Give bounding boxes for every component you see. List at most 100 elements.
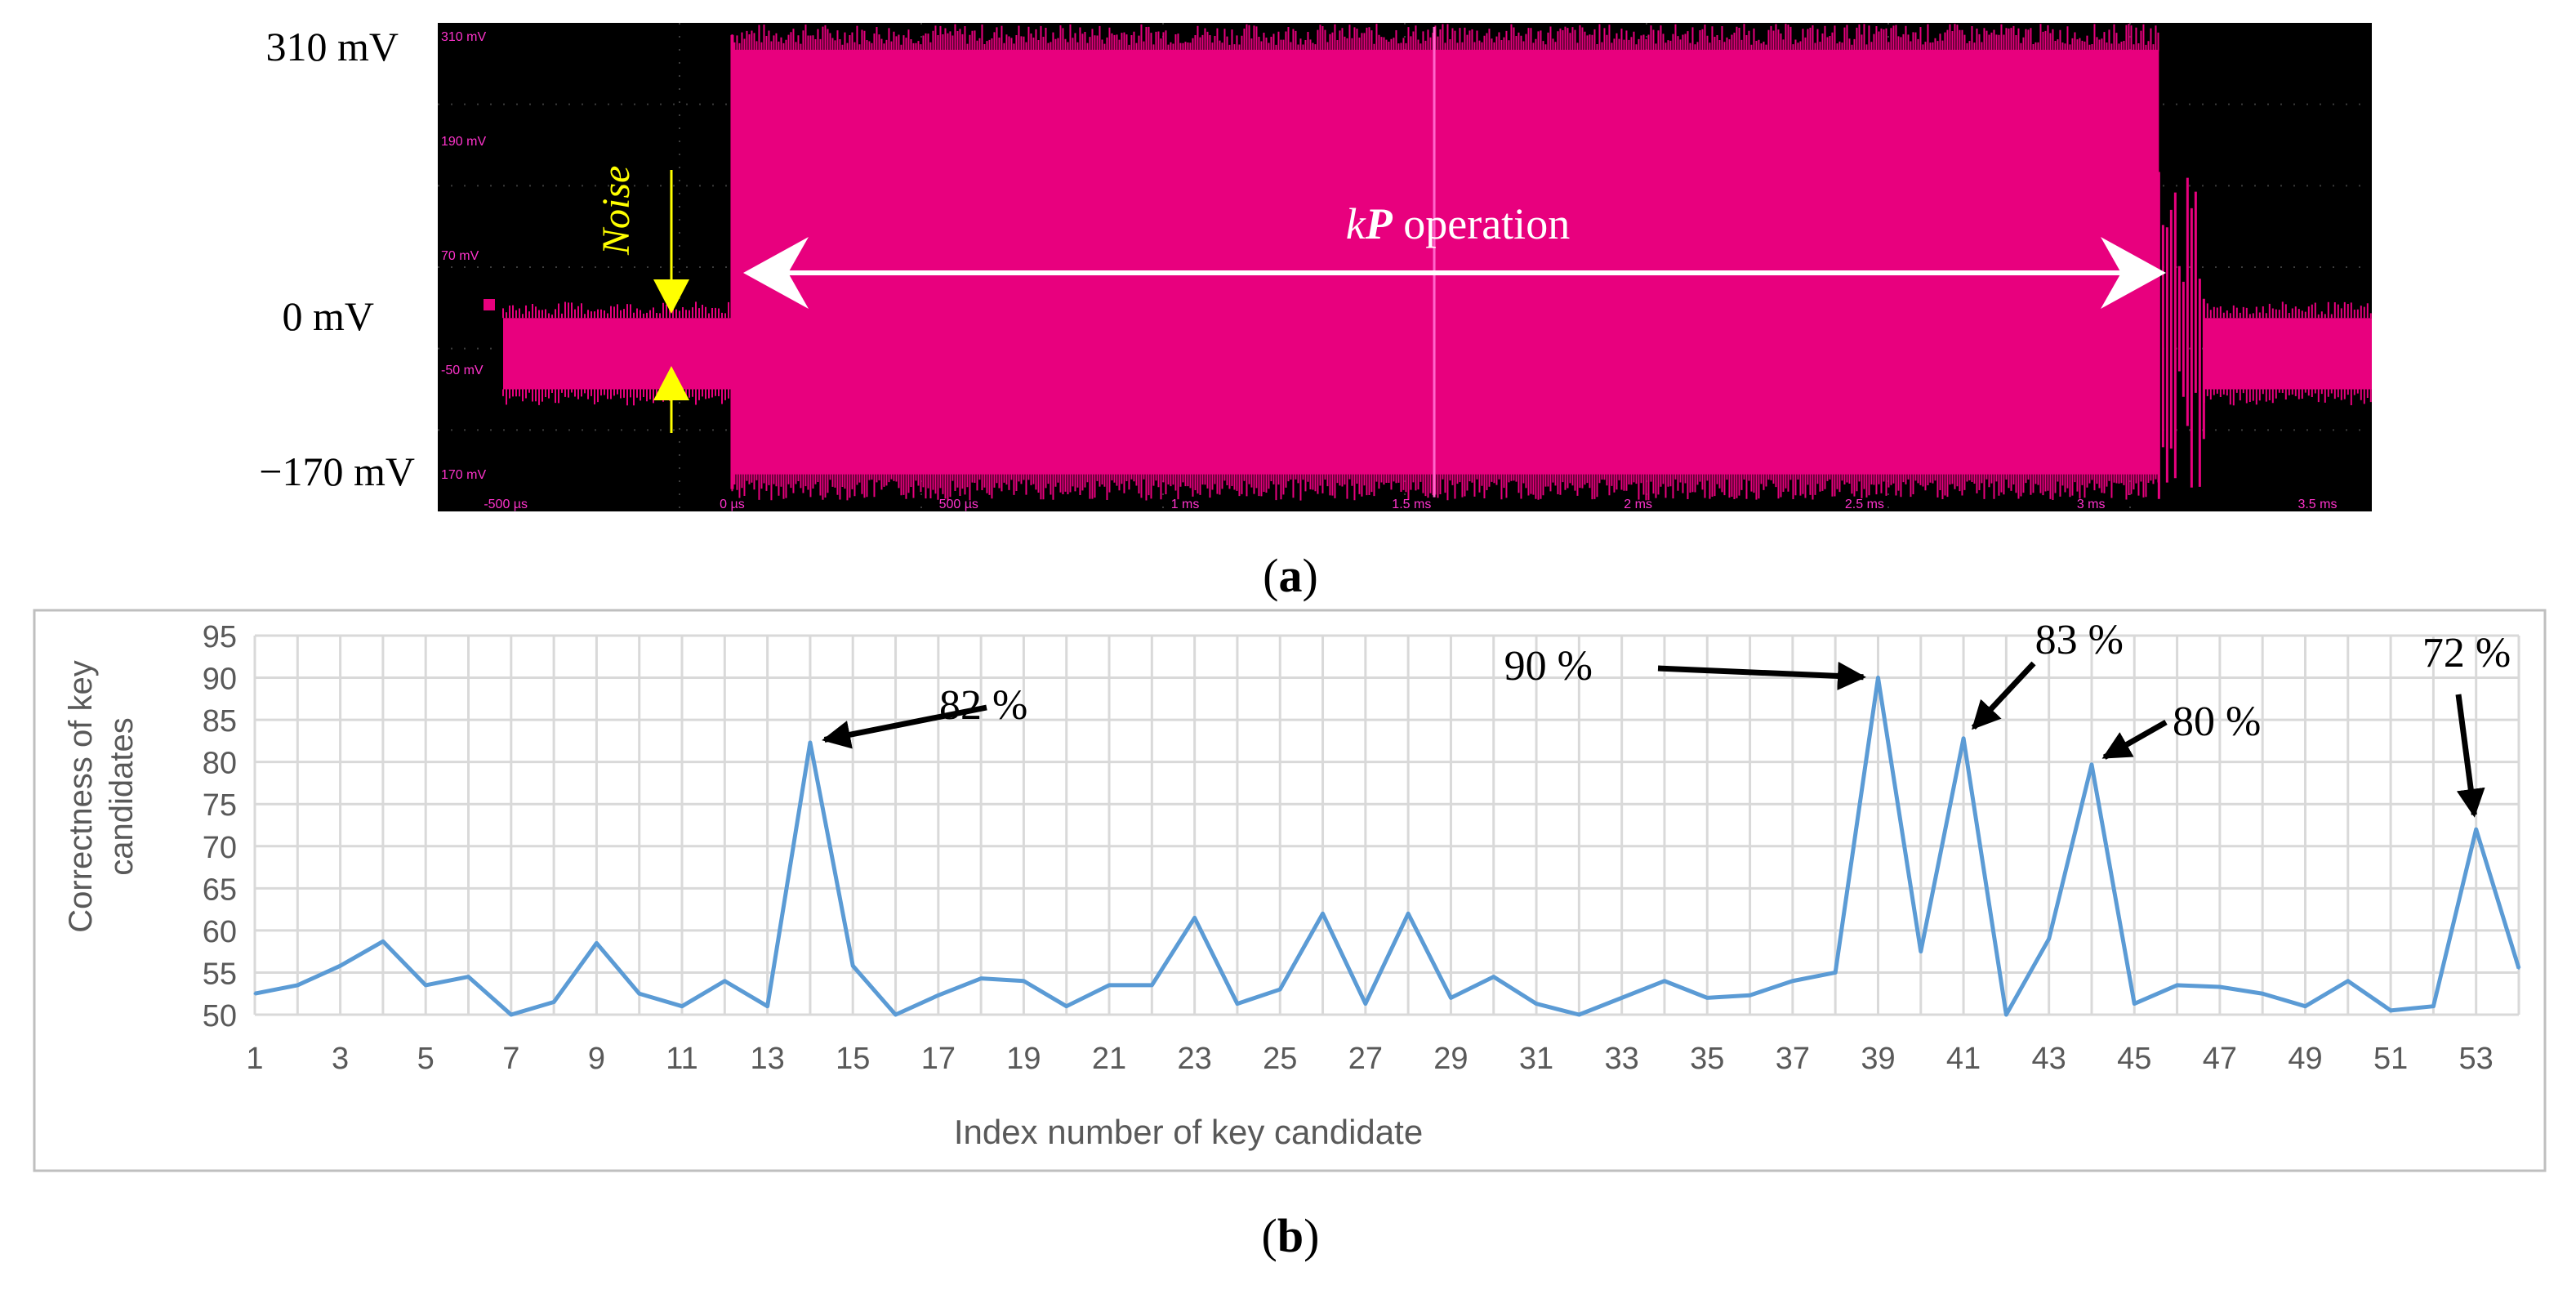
chart-data-point [1962, 737, 1965, 740]
voltage-label-top: 310 mV [266, 24, 399, 69]
scope-y-tick-label: 170 mV [441, 468, 486, 482]
chart-y-tick-label: 65 [203, 873, 237, 907]
chart-x-tick-label: 31 [1519, 1042, 1553, 1076]
noise-band-pre [503, 318, 733, 390]
scope-x-tick-label: 2 ms [1624, 498, 1652, 511]
chart-data-point [1876, 676, 1879, 680]
scope-x-tick-label: 1 ms [1171, 498, 1200, 511]
chart-data-point [1449, 996, 1452, 999]
chart-data-point [1108, 984, 1111, 987]
chart-ylabel: Correctness of key candidates [63, 660, 140, 932]
scope-y-tick-label: 70 mV [441, 249, 479, 263]
active-band [732, 49, 2159, 475]
chart-data-point [2048, 937, 2051, 940]
caption-a: (a) [1263, 549, 1318, 602]
voltage-label-bottom: −170 mV [259, 449, 415, 494]
chart-x-tick-label: 15 [836, 1042, 870, 1076]
chart-data-point [1705, 996, 1709, 999]
chart-y-tick-label: 85 [203, 704, 237, 739]
chart-x-tick-label: 37 [1776, 1042, 1810, 1076]
scope-x-tick-label: 2.5 ms [1845, 498, 1884, 511]
ground-marker [484, 299, 495, 310]
chart-grid [253, 634, 2520, 1016]
caption-a-letter: a [1279, 549, 1303, 602]
chart-x-tick-label: 3 [332, 1042, 349, 1076]
scope-x-tick-label: 0 µs [720, 498, 745, 511]
noise-arrow-up-icon [653, 366, 689, 400]
chart-x-tick-label: 7 [502, 1042, 519, 1076]
oscilloscope-screen: 310 mV 190 mV 70 mV -50 mV 170 mV -500 µs 0 µ… [438, 23, 2372, 511]
chart-data-point [851, 964, 854, 967]
chart-frame [33, 609, 2547, 1172]
chart-data-point [1620, 996, 1624, 999]
chart-data-point [1364, 1002, 1367, 1006]
voltage-label-zero: 0 mV [283, 293, 375, 339]
chart-x-tick-label: 5 [417, 1042, 435, 1076]
chart-y-tick-labels: 50 55 60 65 70 75 80 85 90 95 [203, 620, 237, 1033]
chart-y-tick-label: 75 [203, 788, 237, 823]
chart-x-tick-label: 33 [1605, 1042, 1639, 1076]
chart-data-point [1193, 916, 1197, 919]
chart-data-point [1406, 912, 1410, 915]
annotation-arrow-icon [1657, 661, 1866, 690]
kp-operation-annotation: kP operation [743, 199, 2166, 309]
chart-x-tick-label: 51 [2373, 1042, 2408, 1076]
scope-x-tick-label: -500 µs [484, 498, 528, 511]
chart-data-point [2431, 1005, 2435, 1008]
scope-x-tick-label: 500 µs [939, 498, 978, 511]
chart-y-tick-label: 95 [203, 620, 237, 654]
annotation-arrow-icon [2455, 694, 2485, 818]
noise-arrow-down-icon [653, 279, 689, 314]
scope-y-tick-label: 310 mV [441, 30, 486, 44]
chart-ylabel-line-2: candidates [104, 717, 140, 875]
chart-x-tick-label: 53 [2459, 1042, 2494, 1076]
noise-band-post [2204, 318, 2372, 390]
chart-data-point [2346, 980, 2350, 983]
scope-x-tick-label: 3 ms [2077, 498, 2106, 511]
chart-x-tick-label: 49 [2288, 1042, 2322, 1076]
chart-series-line [254, 676, 2521, 1017]
chart-data-point [2303, 1005, 2306, 1008]
chart-data-point [2218, 985, 2222, 989]
chart-data-point [467, 975, 470, 979]
chart-data-point [2090, 763, 2093, 766]
chart-data-point [2004, 1013, 2008, 1016]
noise-annotation: Noise [595, 166, 689, 433]
chart-xlabel: Index number of key candidate [954, 1113, 1423, 1151]
chart-data-point [1321, 912, 1325, 915]
chart-data-point [595, 941, 598, 944]
caption-b: (b) [1262, 1209, 1320, 1262]
chart-x-tick-label: 23 [1178, 1042, 1212, 1076]
chart-series [253, 676, 2521, 1017]
annotation-arrow-icon [822, 704, 987, 749]
scope-x-tick-label: 1.5 ms [1392, 498, 1431, 511]
chart-data-point [296, 984, 299, 987]
annotation-label: 72 % [2422, 630, 2511, 676]
chart-data-point [552, 1001, 555, 1004]
trace-tail [2157, 172, 2205, 499]
chart-x-tick-label: 11 [666, 1042, 697, 1076]
scope-y-tick-label: -50 mV [441, 364, 484, 377]
kp-operation-label: kP operation [1346, 199, 1570, 248]
chart-data-point [766, 1005, 769, 1008]
chart-x-tick-label: 47 [2203, 1042, 2237, 1076]
chart-y-tick-label: 80 [203, 747, 237, 781]
chart-data-point [680, 1005, 684, 1008]
chart-x-tick-label: 45 [2117, 1042, 2151, 1076]
chart-x-tick-label: 17 [921, 1042, 956, 1076]
chart-data-point [1535, 1002, 1538, 1006]
chart-data-point [894, 1013, 898, 1016]
chart-data-point [424, 984, 427, 987]
chart-data-point [1065, 1005, 1068, 1008]
chart-data-point [1236, 1002, 1239, 1006]
chart-data-point [937, 993, 940, 997]
chart-annotations: 82 % 90 % 83 % 80 % 72 % [822, 617, 2511, 818]
annotation-label: 90 % [1504, 643, 1593, 690]
annotation-arrow-icon [2101, 719, 2168, 760]
chart-data-point [1577, 1013, 1580, 1016]
chart-data-point [979, 977, 983, 980]
chart-data-point [2517, 966, 2520, 970]
chart-x-tick-label: 21 [1092, 1042, 1126, 1076]
chart-data-point [2176, 984, 2179, 987]
